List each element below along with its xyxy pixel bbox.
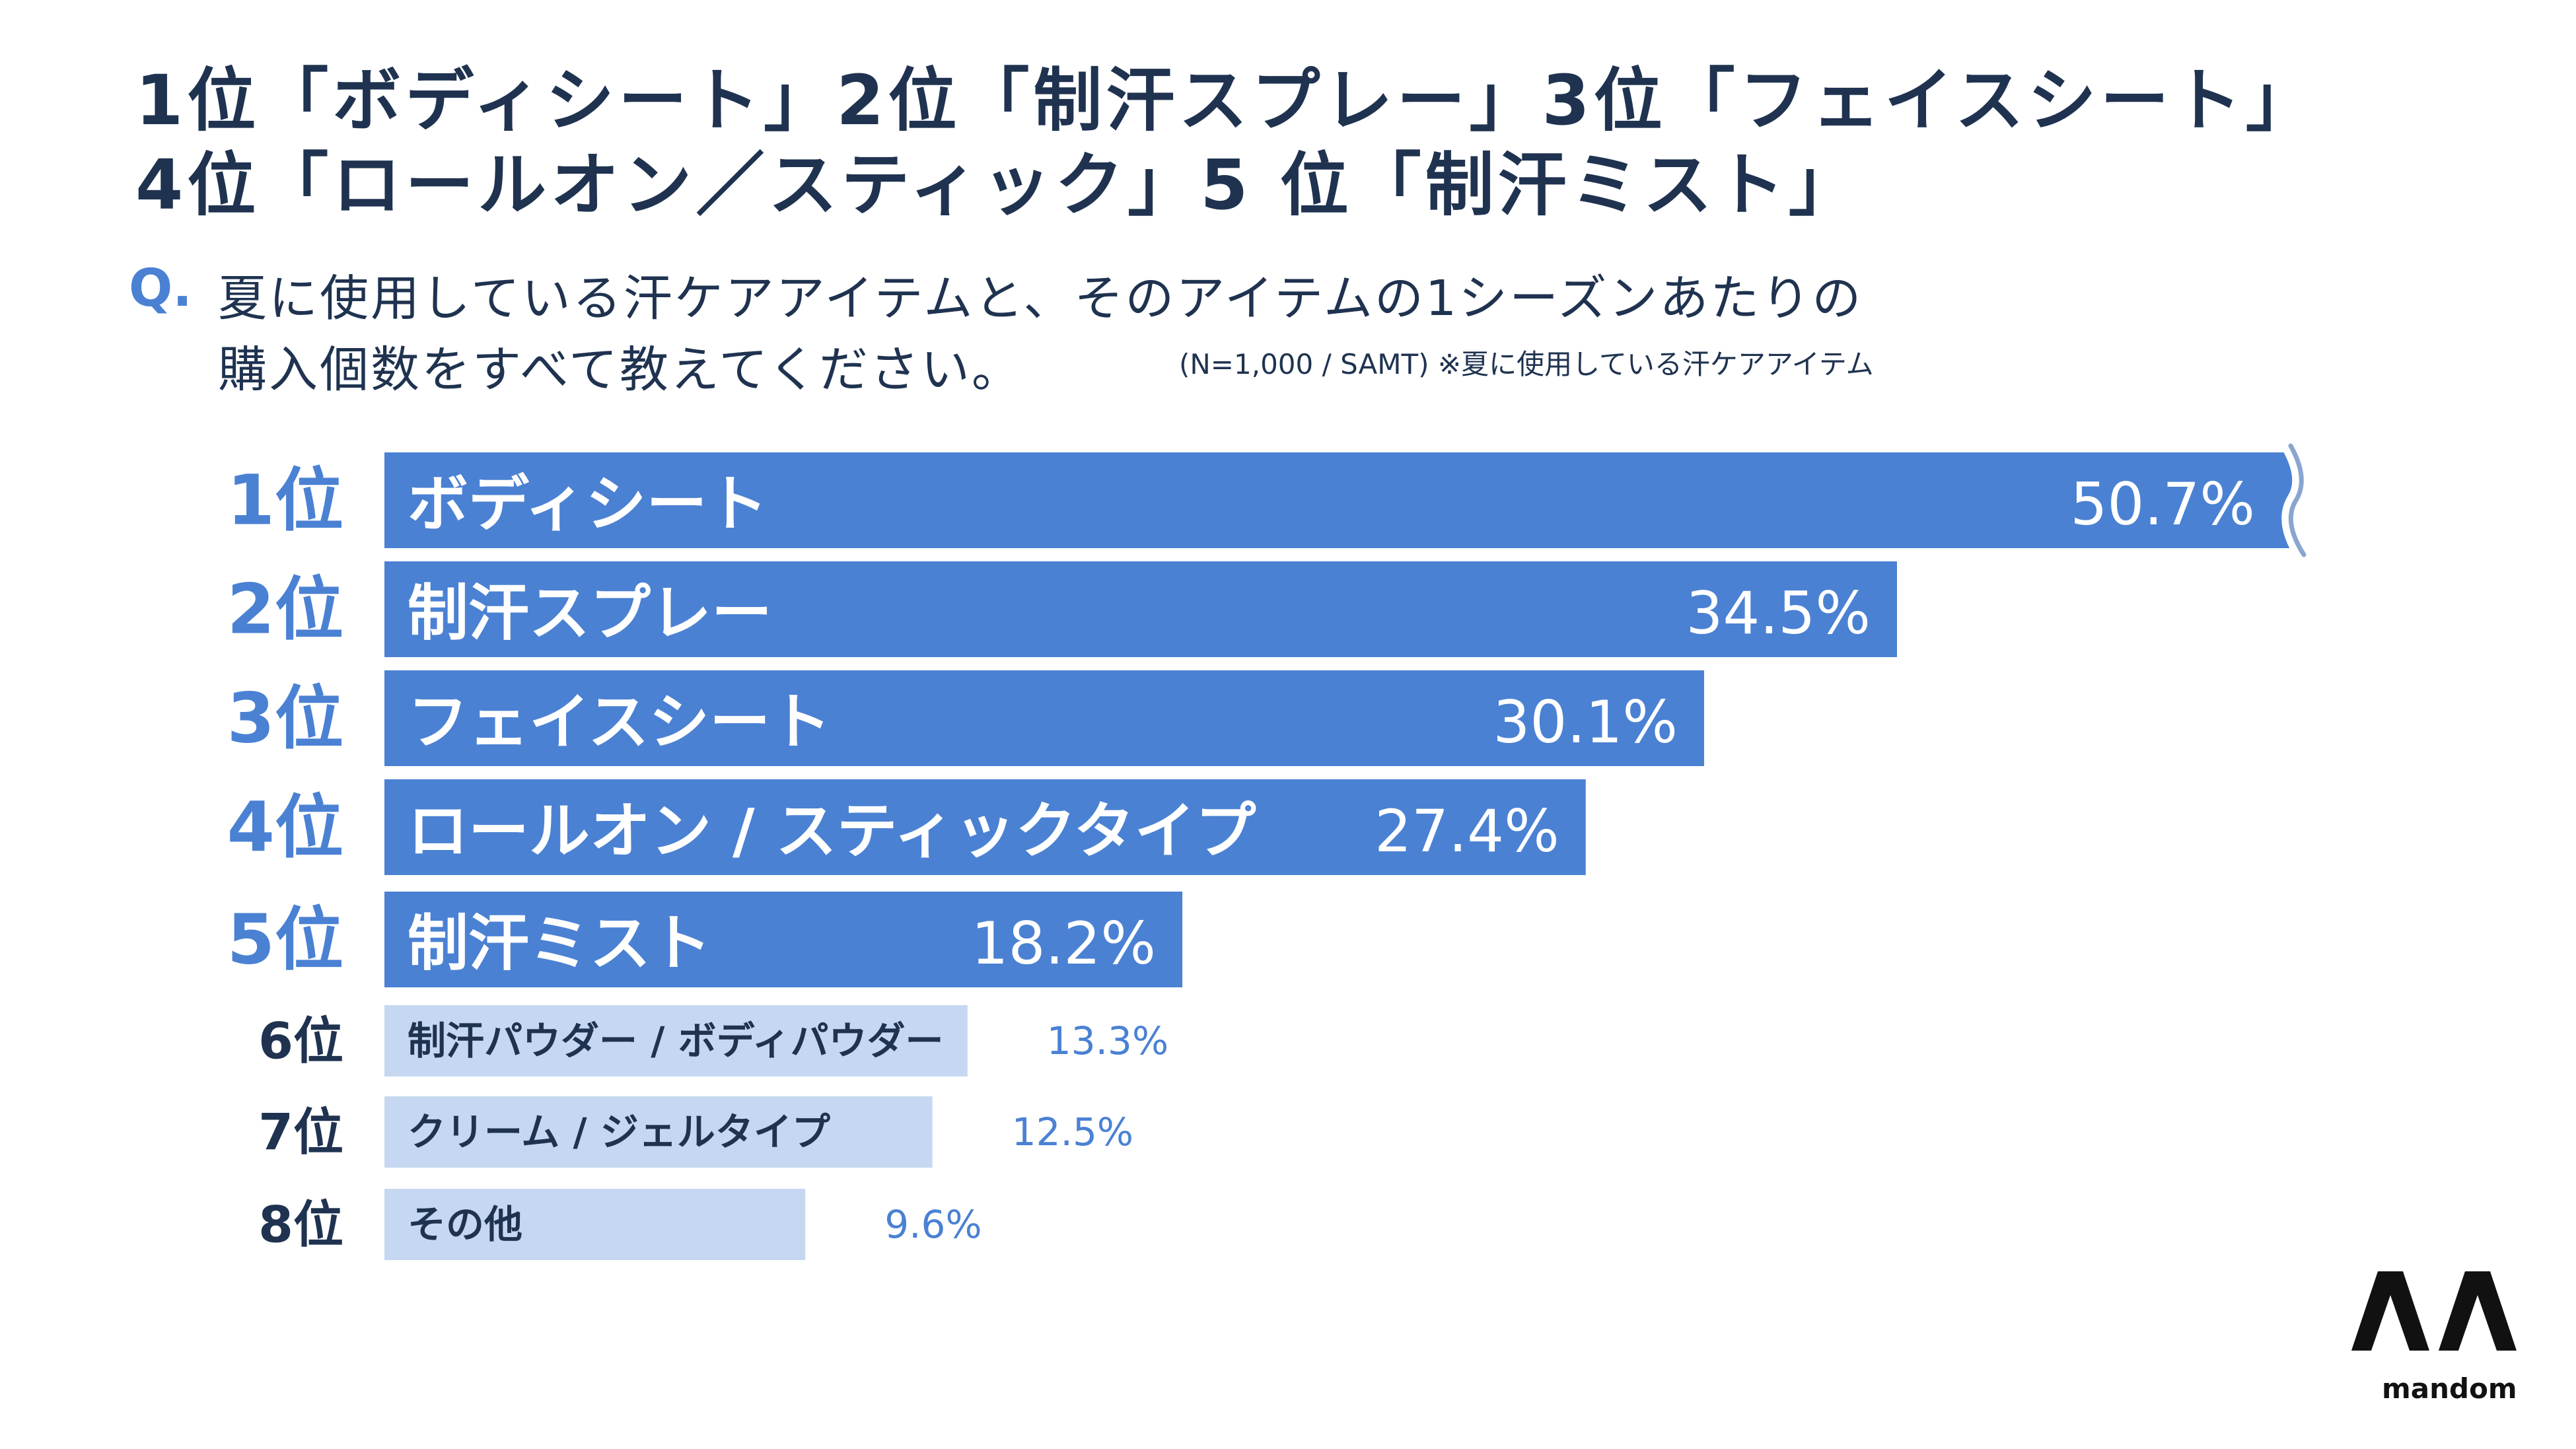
rank-label-2: 2位 xyxy=(227,569,343,650)
bar-2 xyxy=(384,561,1897,657)
rank-label-8: 8位 xyxy=(258,1195,343,1254)
rank-label-3: 3位 xyxy=(227,678,343,759)
category-label-3: フェイスシート xyxy=(408,687,831,758)
value-label-2: 34.5% xyxy=(1686,579,1871,647)
question-line-2: 購入個数をすべて教えてください。 xyxy=(218,341,1022,398)
bar-8 xyxy=(384,1189,806,1260)
bar-7 xyxy=(384,1096,933,1168)
value-label-1: 50.7% xyxy=(2070,470,2255,538)
bar-4 xyxy=(384,779,1586,875)
category-label-2: 制汗スプレー xyxy=(408,578,772,649)
rank-label-1: 1位 xyxy=(227,460,343,541)
value-label-4: 27.4% xyxy=(1375,797,1559,865)
question-line-1: 夏に使用している汗ケアアイテムと、そのアイテムの1シーズンあたりの xyxy=(218,270,1863,327)
rank-label-7: 7位 xyxy=(258,1103,343,1162)
value-label-8: 9.6% xyxy=(884,1202,982,1247)
mandom-logo-text: mandom xyxy=(2382,1372,2517,1405)
category-label-8: その他 xyxy=(408,1202,522,1247)
bar-3 xyxy=(384,670,1704,766)
value-label-3: 30.1% xyxy=(1493,688,1678,756)
category-label-5: 制汗ミスト xyxy=(408,908,711,979)
category-label-4: ロールオン / スティックタイプ xyxy=(408,796,1256,866)
value-label-7: 12.5% xyxy=(1012,1110,1133,1154)
axis-break-line xyxy=(2288,443,2307,557)
category-label-6: 制汗パウダー / ボディパウダー xyxy=(408,1018,944,1063)
rank-label-5: 5位 xyxy=(227,900,343,980)
rank-label-6: 6位 xyxy=(258,1012,343,1071)
bar-1 xyxy=(384,452,2295,548)
headline-line-1: 1位「ボディシート」2位「制汗スプレー」3位「フェイスシート」 xyxy=(135,60,2318,141)
bar-5 xyxy=(384,892,1183,987)
rank-label-4: 4位 xyxy=(227,787,343,868)
category-label-1: ボディシート xyxy=(408,469,768,540)
bar-6 xyxy=(384,1005,968,1077)
headline-line-2: 4位「ロールオン／スティック」5 位「制汗ミスト」 xyxy=(135,145,1861,225)
sample-note: (N=1,000 / SAMT) ※夏に使用している汗ケアアイテム xyxy=(1179,348,1874,380)
value-label-5: 18.2% xyxy=(971,909,1156,977)
value-label-6: 13.3% xyxy=(1047,1018,1168,1063)
category-label-7: クリーム / ジェルタイプ xyxy=(408,1110,830,1154)
mandom-logo-icon xyxy=(2351,1271,2517,1351)
question-mark-label: Q. xyxy=(129,259,192,318)
